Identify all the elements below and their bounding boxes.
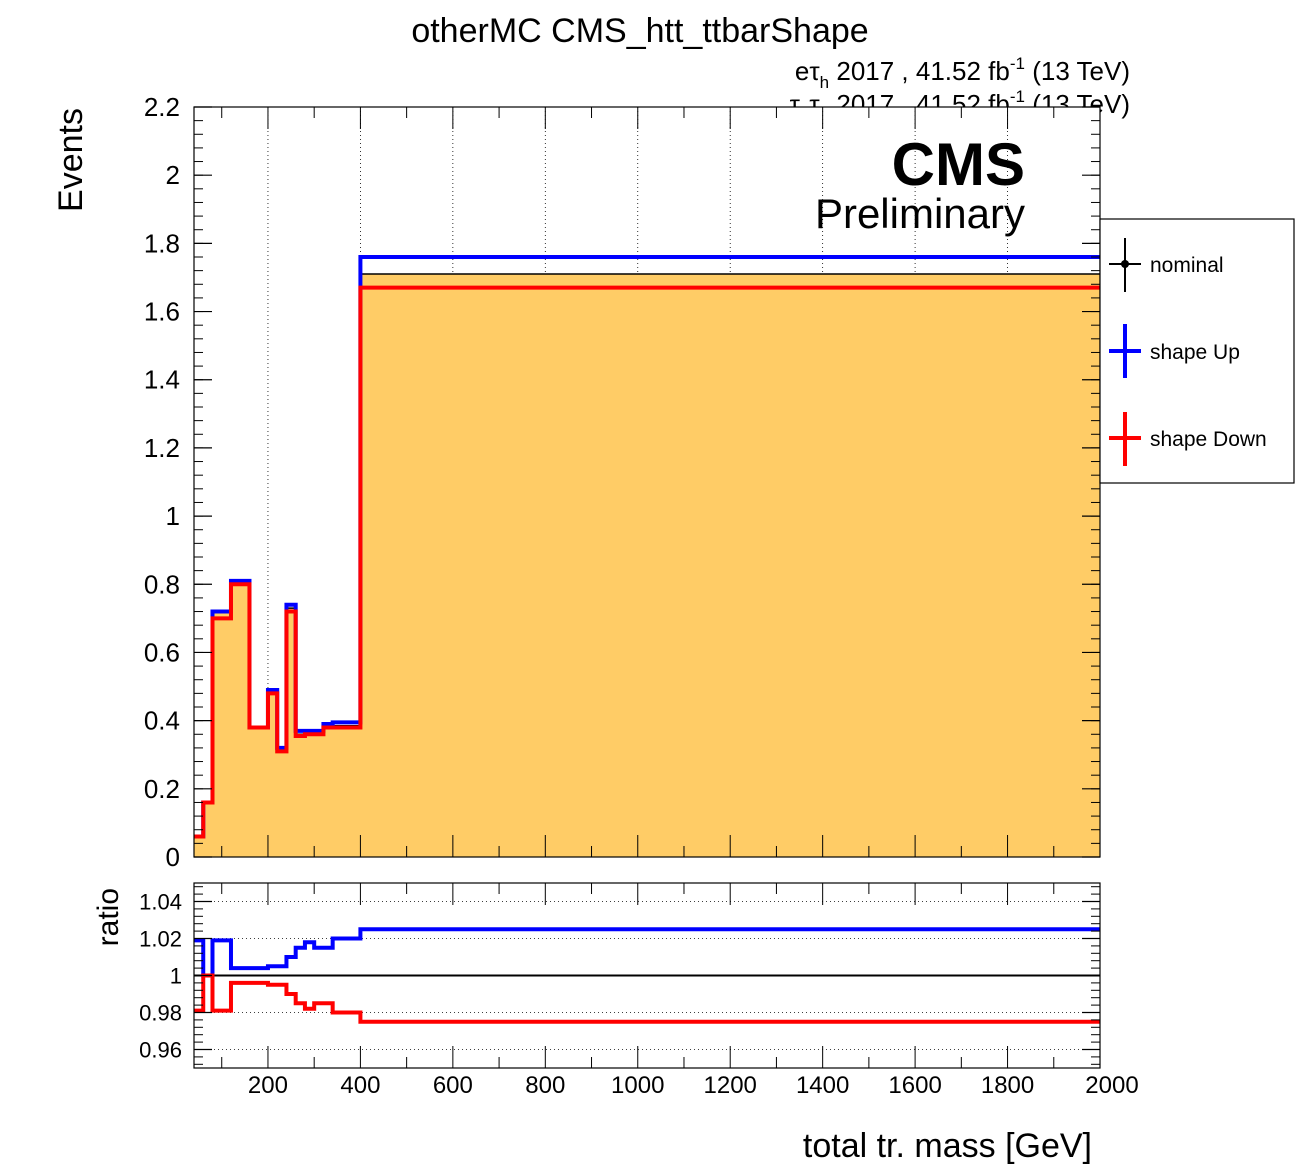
main-histograms [194,255,1100,858]
x-tick-label: 1400 [796,1072,849,1099]
y-tick-label: 2.2 [144,92,180,122]
ratio-y-tick-label: 1.04 [139,890,182,915]
ratio-y-tick-label: 1.02 [139,927,182,952]
ratio-plot-panel: 0.96 0.98 1 1.02 1.04 200 400 600 800 1000 1200 140… [139,882,1139,1099]
x-tick-label: 200 [248,1072,288,1099]
ratio-y-tick-label: 1 [170,964,182,989]
x-tick-label: 600 [433,1072,473,1099]
y-tick-label: 0.8 [144,569,180,599]
legend-entry-shape-down: shape Down [1109,412,1267,466]
cms-label: CMS [892,131,1025,198]
x-tick-label: 1000 [611,1072,664,1099]
chart-title: otherMC CMS_htt_ttbarShape [411,12,868,50]
y-tick-label: 1.2 [144,433,180,463]
x-tick-label: 2000 [1085,1072,1138,1099]
legend-label-shape-down: shape Down [1150,428,1267,451]
ratio-y-tick-label: 0.96 [139,1038,182,1063]
main-axis-ticks: 0 0.2 0.4 0.6 0.8 1 1.2 1.4 1.6 1.8 2 2.2 [144,92,1101,872]
legend-label-nominal: nominal [1150,254,1224,277]
ratio-axis-ticks: 0.96 0.98 1 1.02 1.04 200 400 600 800 1000 1200 140… [139,883,1139,1099]
preliminary-label: Preliminary [815,190,1025,237]
series-nominal-fill [194,274,1100,858]
series-shape-down-line [194,285,1100,839]
ratio-y-tick-label: 0.98 [139,1001,182,1026]
legend-label-shape-up: shape Up [1150,341,1240,364]
ratio-shape-down-line [194,973,1100,1024]
ratio-y-axis-label: ratio [92,888,125,946]
x-tick-label: 800 [525,1072,565,1099]
y-tick-label: 1.4 [144,365,180,395]
y-tick-label: 1.6 [144,297,180,327]
legend-entry-shape-up: shape Up [1109,324,1240,378]
y-tick-label: 1.8 [144,228,180,258]
main-y-axis-label: Events [52,108,90,212]
ratio-shape-up-line [194,927,1100,978]
x-tick-label: 1800 [981,1072,1034,1099]
y-tick-label: 0.2 [144,774,180,804]
x-tick-label: 1200 [704,1072,757,1099]
y-tick-label: 1 [166,501,180,531]
ratio-histograms [194,927,1100,1024]
ratio-grid [194,901,1100,1050]
y-tick-label: 2 [166,160,180,190]
y-tick-label: 0.6 [144,637,180,667]
legend-entry-nominal: nominal [1109,238,1224,292]
x-tick-label: 400 [340,1072,380,1099]
y-tick-label: 0 [166,842,180,872]
x-tick-label: 1600 [888,1072,941,1099]
legend: nominal shape Up shape Down [1099,218,1295,484]
x-axis-label: total tr. mass [GeV] [803,1127,1092,1165]
y-tick-label: 0.4 [144,706,180,736]
legend-marker-nominal-dot [1121,260,1129,268]
lumi-label-1: eτh 2017 , 41.52 fb-1 (13 TeV) [795,54,1130,92]
main-plot-panel: 0 0.2 0.4 0.6 0.8 1 1.2 1.4 1.6 1.8 2 2.2 CMS Preli… [144,92,1101,872]
